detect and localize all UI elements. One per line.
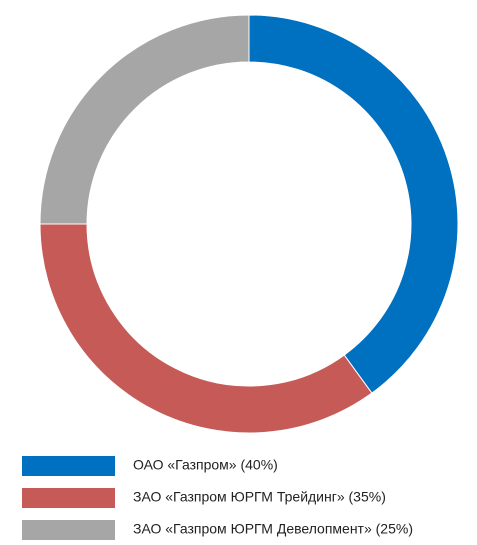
legend-label: ЗАО «Газпром ЮРГМ Девелопмент» (25%) <box>133 521 413 537</box>
donut-segment <box>39 14 250 225</box>
legend-swatch <box>22 488 115 508</box>
legend-swatch <box>22 520 115 540</box>
legend-swatch <box>22 456 115 476</box>
legend-label: ЗАО «Газпром ЮРГМ Трейдинг» (35%) <box>133 489 386 505</box>
donut-segment <box>248 14 459 394</box>
donut-segment <box>39 223 373 434</box>
legend-label: ОАО «Газпром» (40%) <box>133 457 278 473</box>
